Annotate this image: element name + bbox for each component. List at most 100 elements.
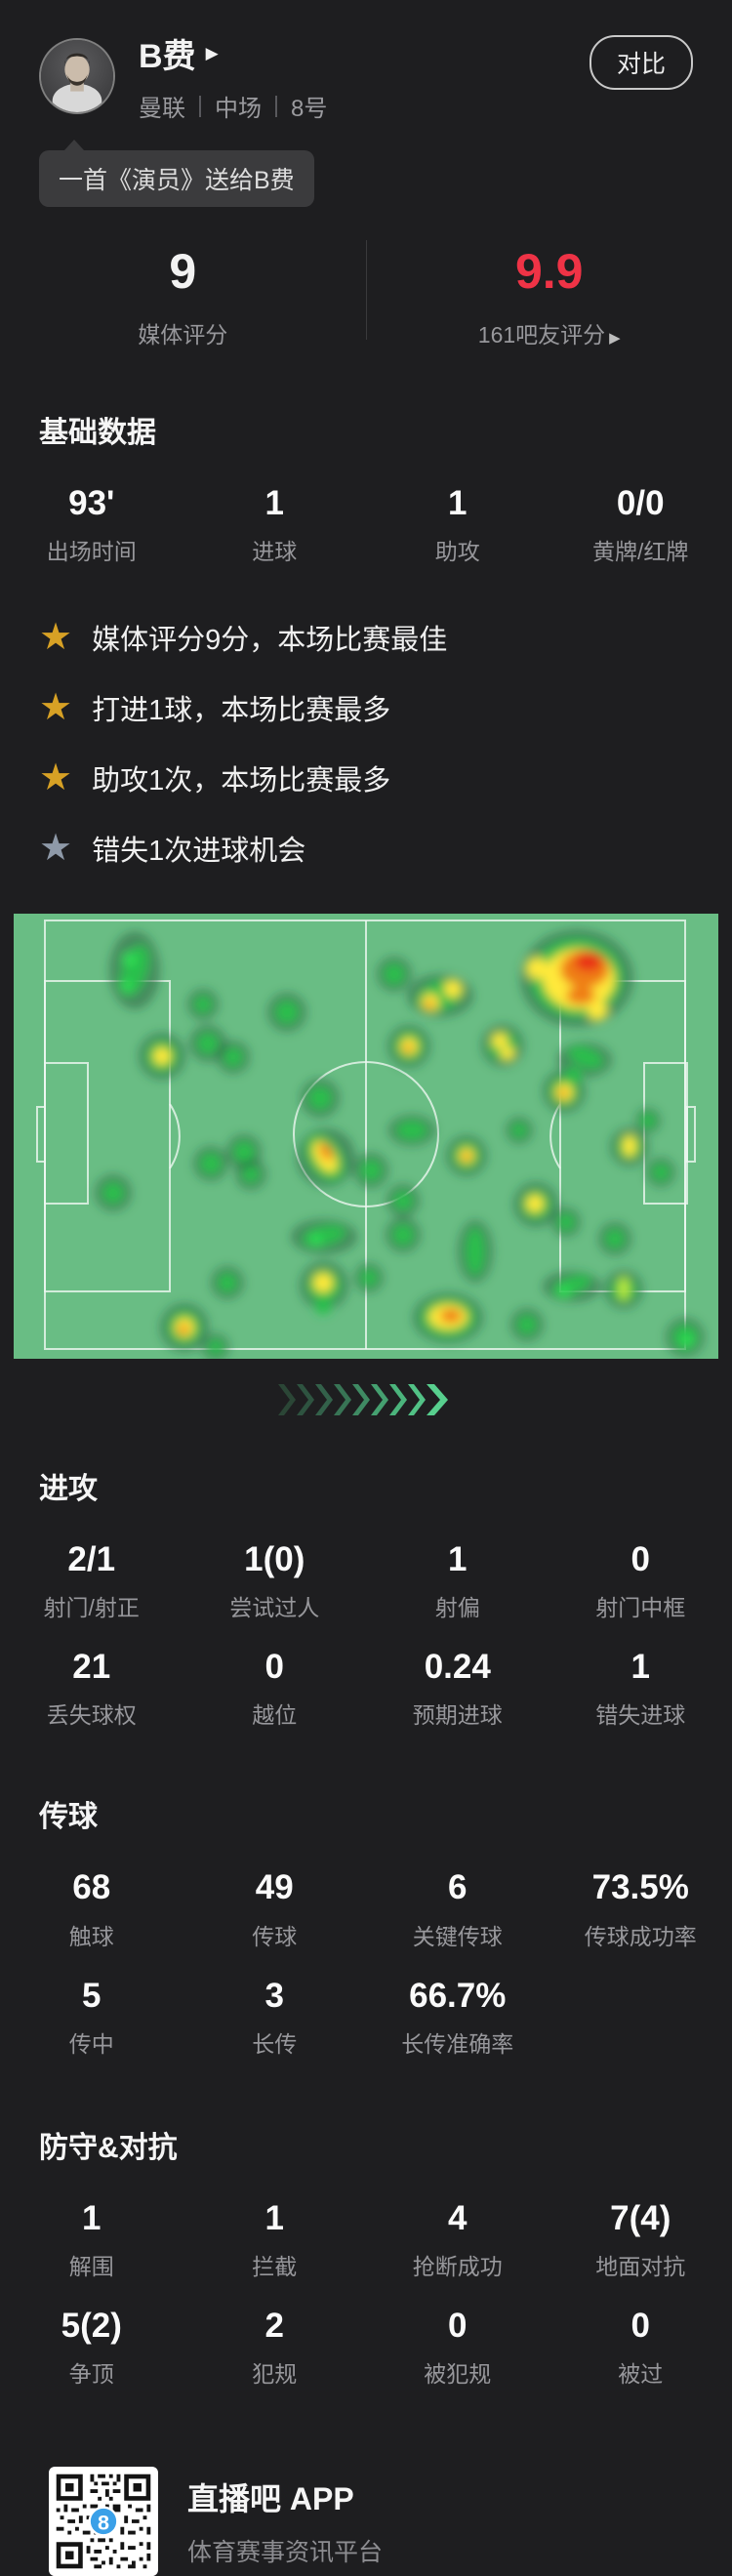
player-team: 曼联 <box>139 89 185 123</box>
stat-cell: 7(4) 地面对抗 <box>549 2199 732 2281</box>
media-rating: 9 媒体评分 <box>0 230 366 349</box>
stat-label: 射偏 <box>366 1589 549 1622</box>
app-screen: { "colors": { "bg": "#1e1e20", "accent-r… <box>0 0 732 2252</box>
highlight-text: 错失1次进球机会 <box>92 828 305 869</box>
chevrons-icon <box>278 1384 454 1415</box>
stat-label: 传球 <box>183 1918 367 1951</box>
stat-label: 拦截 <box>183 2248 367 2281</box>
attack-stats-row-1: 2/1 射门/射正 1(0) 尝试过人 1 射偏 0 射门中框 <box>0 1540 732 1622</box>
media-rating-value: 9 <box>0 244 366 301</box>
player-number: 8号 <box>291 89 327 123</box>
attack-stats-row-2: 21 丢失球权 0 越位 0.24 预期进球 1 错失进球 <box>0 1648 732 1730</box>
stat-cell: 68 触球 <box>0 1868 183 1950</box>
stat-label: 预期进球 <box>366 1697 549 1730</box>
star-icon-gray: ★ <box>39 830 72 867</box>
highlight-text: 媒体评分9分，本场比赛最佳 <box>92 617 447 658</box>
ratings-row: 9 媒体评分 9.9 161吧友评分▶ <box>0 230 732 349</box>
highlight-item: ★ 媒体评分9分，本场比赛最佳 <box>39 617 693 658</box>
stat-label: 越位 <box>183 1697 367 1730</box>
media-rating-label: 媒体评分 <box>0 316 366 349</box>
stat-value: 21 <box>0 1648 183 1687</box>
section-passing: 传球 68 触球 49 传球 6 关键传球 73.5% 传球成功率 5 传中 3… <box>0 1792 732 2059</box>
stat-label: 传中 <box>0 2025 183 2059</box>
highlights-list: ★ 媒体评分9分，本场比赛最佳 ★ 打进1球，本场比赛最多 ★ 助攻1次，本场比… <box>39 617 693 869</box>
stat-label: 被犯规 <box>366 2355 549 2389</box>
stat-label: 长传 <box>183 2025 367 2059</box>
fans-rating-link[interactable]: 161吧友评分▶ <box>367 316 732 349</box>
fans-rating-label: 161吧友评分 <box>478 322 605 348</box>
stat-cell: 6 关键传球 <box>366 1868 549 1950</box>
stat-label: 被过 <box>549 2355 732 2389</box>
defense-stats-row-1: 1 解围 1 拦截 4 抢断成功 7(4) 地面对抗 <box>0 2199 732 2281</box>
stat-value: 5 <box>0 1977 183 2016</box>
player-name-link[interactable]: B费 ▶ <box>139 29 327 77</box>
stat-label: 关键传球 <box>366 1918 549 1951</box>
defense-stats-row-2: 5(2) 争顶 2 犯规 0 被犯规 0 被过 <box>0 2307 732 2389</box>
stat-label: 传球成功率 <box>549 1918 732 1951</box>
chevron-right-icon: ▶ <box>609 330 621 347</box>
section-passing-title: 传球 <box>39 1792 732 1835</box>
stat-value: 0 <box>366 2307 549 2346</box>
player-position: 中场 <box>215 89 262 123</box>
stat-value: 1(0) <box>183 1540 367 1579</box>
fans-rating-value: 9.9 <box>367 244 732 301</box>
stat-value: 68 <box>0 1868 183 1907</box>
player-meta: 曼联 中场 8号 <box>139 89 327 123</box>
stat-cell: 0 越位 <box>183 1648 367 1730</box>
highlight-item: ★ 打进1球，本场比赛最多 <box>39 687 693 728</box>
stat-cell: 1 拦截 <box>183 2199 367 2281</box>
heatmap-pitch <box>14 914 718 1359</box>
stat-label: 解围 <box>0 2248 183 2281</box>
stat-value: 49 <box>183 1868 367 1907</box>
highlight-text: 打进1球，本场比赛最多 <box>92 687 390 728</box>
fans-rating: 9.9 161吧友评分▶ <box>367 230 732 349</box>
stat-value: 7(4) <box>549 2199 732 2238</box>
compare-button[interactable]: 对比 <box>590 35 693 90</box>
star-icon: ★ <box>39 759 72 797</box>
stat-value: 0/0 <box>549 484 732 523</box>
stat-value: 73.5% <box>549 1868 732 1907</box>
stat-label: 错失进球 <box>549 1697 732 1730</box>
stat-label: 触球 <box>0 1918 183 1951</box>
stat-cell: 1(0) 尝试过人 <box>183 1540 367 1622</box>
section-attack: 进攻 2/1 射门/射正 1(0) 尝试过人 1 射偏 0 射门中框 21 丢失… <box>0 1464 732 1731</box>
highlight-item: ★ 错失1次进球机会 <box>39 828 693 869</box>
stat-cell: 1 解围 <box>0 2199 183 2281</box>
stat-label: 地面对抗 <box>549 2248 732 2281</box>
player-header: B费 ▶ 曼联 中场 8号 对比 <box>0 0 732 123</box>
stat-cell: 5(2) 争顶 <box>0 2307 183 2389</box>
stat-cell: 5 传中 <box>0 1977 183 2059</box>
stat-cell-empty <box>549 1977 732 2059</box>
player-name: B费 <box>139 29 196 77</box>
stat-value: 2/1 <box>0 1540 183 1579</box>
stat-value: 2 <box>183 2307 367 2346</box>
stat-cell: 1 进球 <box>183 484 367 566</box>
stat-value: 1 <box>366 1540 549 1579</box>
stat-label: 犯规 <box>183 2355 367 2389</box>
qr-badge-8: 8 <box>98 2511 109 2535</box>
section-defense: 防守&对抗 1 解围 1 拦截 4 抢断成功 7(4) 地面对抗 5(2) 争顶… <box>0 2123 732 2390</box>
stat-label: 争顶 <box>0 2355 183 2389</box>
stat-value: 0 <box>183 1648 367 1687</box>
divider <box>275 96 277 117</box>
stat-label: 尝试过人 <box>183 1589 367 1622</box>
stat-value: 66.7% <box>366 1977 549 2016</box>
stat-value: 1 <box>549 1648 732 1687</box>
attack-direction-indicator <box>0 1384 732 1415</box>
stat-label: 丢失球权 <box>0 1697 183 1730</box>
section-defense-title: 防守&对抗 <box>39 2123 732 2166</box>
stat-cell: 66.7% 长传准确率 <box>366 1977 549 2059</box>
stat-cell: 2 犯规 <box>183 2307 367 2389</box>
stat-value: 4 <box>366 2199 549 2238</box>
stat-label: 黄牌/红牌 <box>549 533 732 566</box>
stat-cell: 49 传球 <box>183 1868 367 1950</box>
section-attack-title: 进攻 <box>39 1464 732 1507</box>
section-basic: 基础数据 93' 出场时间 1 进球 1 助攻 0/0 黄牌/红牌 <box>0 408 732 566</box>
stat-label: 进球 <box>183 533 367 566</box>
stat-cell: 3 长传 <box>183 1977 367 2059</box>
player-avatar[interactable] <box>39 38 115 114</box>
stat-value: 0 <box>549 1540 732 1579</box>
section-basic-title: 基础数据 <box>39 408 732 451</box>
stat-cell: 0 射门中框 <box>549 1540 732 1622</box>
star-icon: ★ <box>39 689 72 726</box>
